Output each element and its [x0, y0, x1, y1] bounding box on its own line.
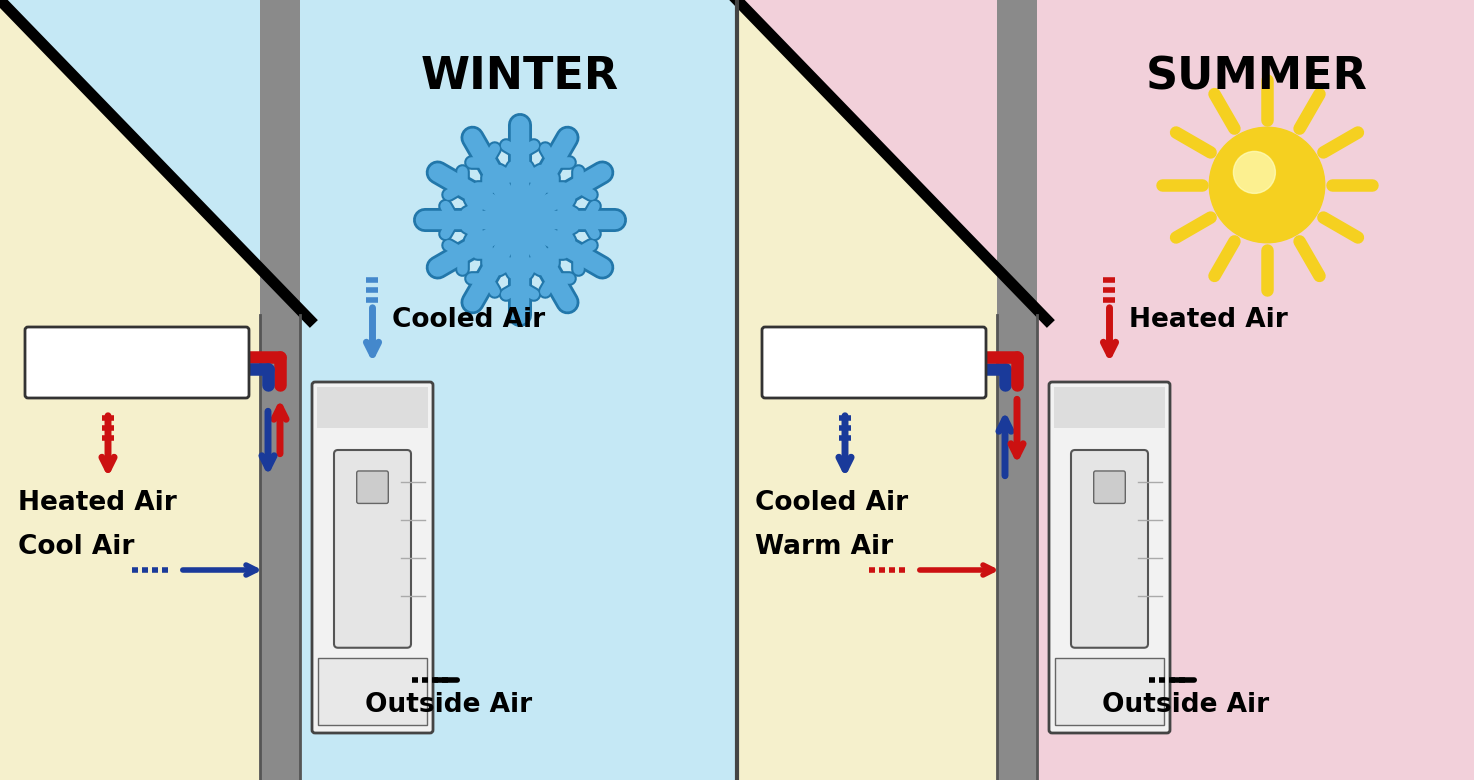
Bar	[1054, 387, 1164, 428]
Text: Heated Air: Heated Air	[1129, 307, 1288, 333]
FancyBboxPatch shape	[25, 327, 249, 398]
FancyBboxPatch shape	[1049, 382, 1170, 733]
Polygon shape	[0, 0, 301, 310]
Polygon shape	[737, 0, 1038, 310]
Text: Cool Air: Cool Air	[18, 534, 134, 560]
Polygon shape	[0, 0, 301, 780]
Bar	[737, 0, 1474, 780]
Bar	[317, 387, 427, 428]
FancyBboxPatch shape	[357, 471, 388, 503]
FancyBboxPatch shape	[1094, 471, 1125, 503]
Polygon shape	[737, 0, 1038, 780]
Text: SUMMER: SUMMER	[1147, 55, 1368, 98]
FancyBboxPatch shape	[762, 327, 986, 398]
FancyBboxPatch shape	[335, 450, 411, 647]
Text: Heated Air: Heated Air	[18, 490, 177, 516]
Text: Cooled Air: Cooled Air	[392, 307, 545, 333]
Text: Warm Air: Warm Air	[755, 534, 893, 560]
Bar	[0, 0, 737, 780]
Text: WINTER: WINTER	[422, 55, 619, 98]
Text: Cooled Air: Cooled Air	[755, 490, 908, 516]
Circle shape	[1234, 151, 1275, 193]
Bar	[318, 658, 427, 725]
Text: Outside Air: Outside Air	[366, 692, 532, 718]
Bar	[1055, 658, 1164, 725]
Bar	[259, 0, 301, 780]
Bar	[996, 0, 1038, 780]
Text: Outside Air: Outside Air	[1103, 692, 1269, 718]
Circle shape	[1209, 127, 1325, 243]
FancyBboxPatch shape	[1072, 450, 1148, 647]
FancyBboxPatch shape	[312, 382, 433, 733]
